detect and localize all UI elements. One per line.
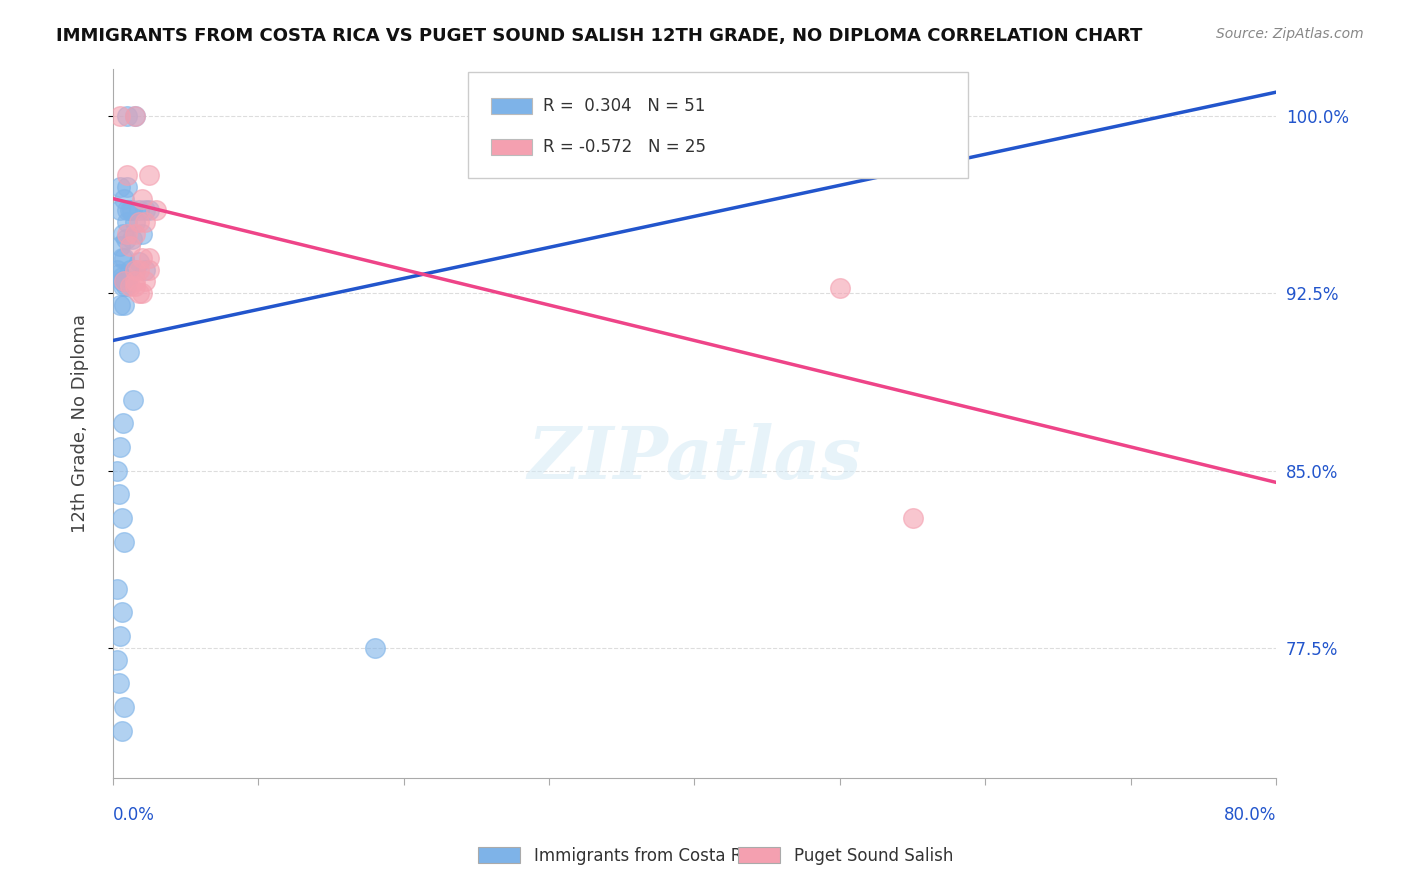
Point [110, 251, 132, 265]
Point [117, 227, 139, 241]
Point [114, 192, 136, 206]
Point [128, 203, 150, 218]
Point [112, 227, 135, 241]
Point [121, 232, 143, 246]
Point [901, 511, 924, 525]
Point [124, 215, 146, 229]
Point [112, 279, 135, 293]
Point [107, 487, 129, 501]
Point [131, 227, 153, 241]
Point [117, 274, 139, 288]
Point [128, 215, 150, 229]
Point [110, 274, 132, 288]
Point [108, 109, 131, 123]
Point [138, 168, 160, 182]
Point [117, 203, 139, 218]
Point [114, 534, 136, 549]
FancyBboxPatch shape [491, 98, 531, 114]
Point [124, 109, 146, 123]
Point [134, 262, 156, 277]
Point [124, 109, 146, 123]
Point [131, 192, 153, 206]
Point [134, 274, 156, 288]
Text: Puget Sound Salish: Puget Sound Salish [794, 847, 953, 865]
Point [114, 298, 136, 312]
Point [108, 440, 131, 454]
Point [107, 267, 129, 281]
Point [124, 279, 146, 293]
Point [122, 392, 145, 407]
Point [124, 274, 146, 288]
Point [828, 281, 851, 295]
Point [105, 464, 128, 478]
Point [138, 203, 160, 218]
Point [124, 227, 146, 241]
Point [134, 215, 156, 229]
Point [105, 262, 128, 277]
Point [363, 640, 385, 655]
Point [120, 279, 142, 293]
Text: Immigrants from Costa Rica: Immigrants from Costa Rica [534, 847, 766, 865]
Point [128, 255, 150, 269]
Text: R =  0.304   N = 51: R = 0.304 N = 51 [543, 97, 706, 115]
Point [108, 629, 131, 643]
Text: ZIPatlas: ZIPatlas [527, 423, 862, 494]
Text: 0.0%: 0.0% [112, 806, 155, 824]
Point [114, 251, 136, 265]
Y-axis label: 12th Grade, No Diploma: 12th Grade, No Diploma [72, 314, 89, 533]
Text: Source: ZipAtlas.com: Source: ZipAtlas.com [1216, 27, 1364, 41]
Point [112, 417, 135, 431]
Text: IMMIGRANTS FROM COSTA RICA VS PUGET SOUND SALISH 12TH GRADE, NO DIPLOMA CORRELAT: IMMIGRANTS FROM COSTA RICA VS PUGET SOUN… [56, 27, 1143, 45]
Point [124, 262, 146, 277]
Point [105, 653, 128, 667]
Point [117, 109, 139, 123]
Point [110, 723, 132, 738]
Point [138, 262, 160, 277]
Point [118, 345, 141, 359]
Point [108, 203, 131, 218]
Point [110, 606, 132, 620]
Point [110, 269, 132, 284]
Point [114, 700, 136, 714]
Point [145, 203, 167, 218]
Point [117, 215, 139, 229]
Point [138, 251, 160, 265]
FancyBboxPatch shape [491, 139, 531, 155]
Point [114, 274, 136, 288]
Text: R = -0.572   N = 25: R = -0.572 N = 25 [543, 138, 706, 156]
Point [134, 203, 156, 218]
Point [120, 239, 142, 253]
Text: 80.0%: 80.0% [1223, 806, 1277, 824]
Point [117, 179, 139, 194]
Point [131, 286, 153, 301]
FancyBboxPatch shape [468, 72, 967, 178]
Point [131, 251, 153, 265]
Point [128, 262, 150, 277]
Point [120, 203, 142, 218]
Point [128, 286, 150, 301]
Point [108, 179, 131, 194]
Point [115, 232, 138, 246]
Point [120, 262, 142, 277]
Point [115, 279, 138, 293]
Point [121, 203, 143, 218]
Point [105, 582, 128, 596]
Point [117, 168, 139, 182]
Point [107, 676, 129, 690]
Point [108, 239, 131, 253]
Point [110, 511, 132, 525]
Point [114, 274, 136, 288]
Point [108, 298, 131, 312]
Point [124, 262, 146, 277]
